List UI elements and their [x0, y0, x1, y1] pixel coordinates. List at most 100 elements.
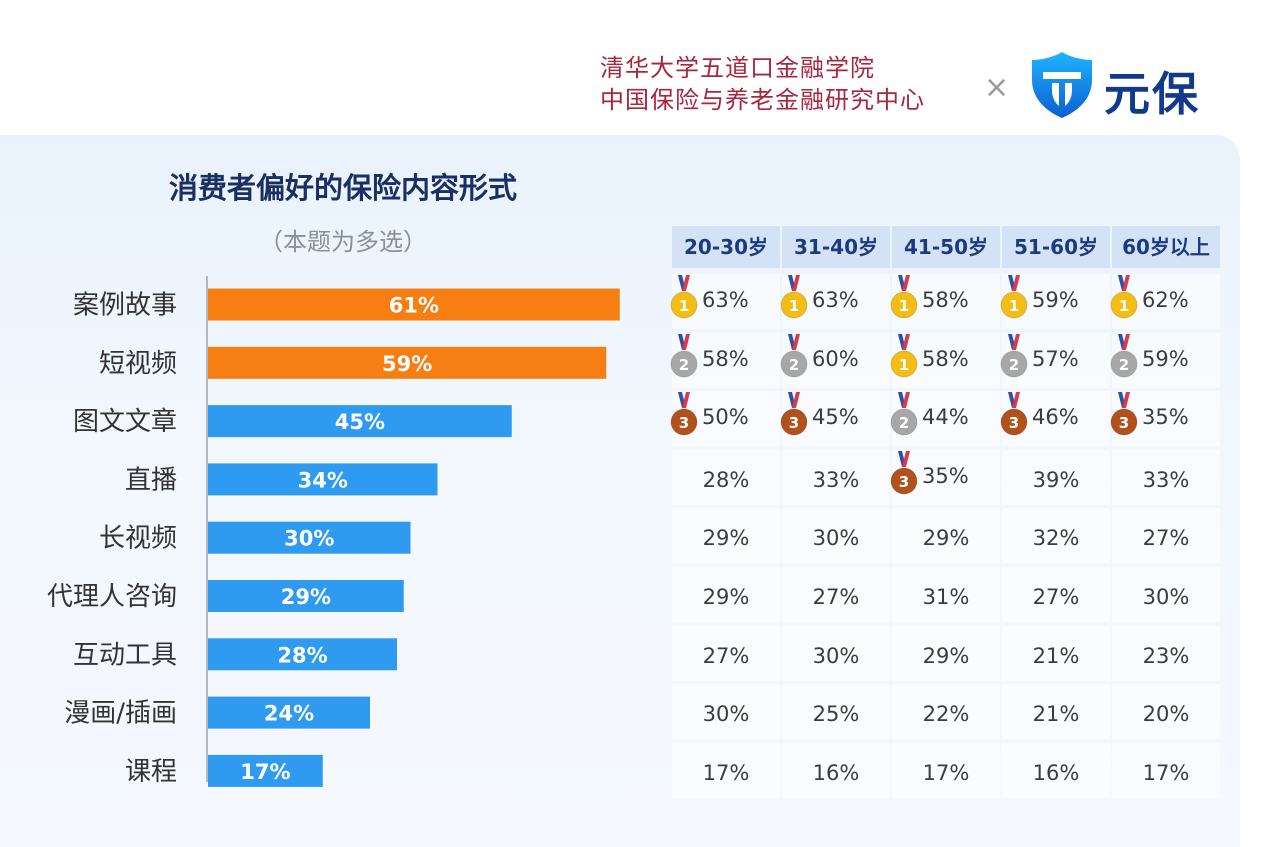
cell-value: 17% — [922, 760, 970, 785]
table-cell: 29% — [672, 567, 780, 622]
cell-value: 46% — [1032, 405, 1079, 430]
table-cell: 1 58% — [890, 332, 1000, 388]
cell-value: 33% — [1142, 467, 1190, 492]
cell-value: 60% — [812, 346, 859, 371]
table-cell: 29% — [672, 508, 780, 564]
cell-value: 30% — [812, 643, 860, 668]
medal-icon: 2 — [890, 392, 918, 436]
cell-value: 58% — [922, 346, 969, 371]
table-cell: 3 35% — [1110, 391, 1220, 447]
svg-text:2: 2 — [899, 414, 909, 432]
table-cell: 2 58% — [670, 332, 780, 388]
svg-text:2: 2 — [1009, 356, 1019, 374]
medal-icon: 2 — [780, 333, 808, 378]
cell-value: 16% — [812, 760, 860, 785]
table-cell: 2 59% — [1110, 332, 1220, 388]
table-cell: 39% — [1002, 449, 1110, 505]
category-label: 图文文章 — [73, 407, 177, 437]
table-cell: 33% — [782, 449, 890, 505]
cell-value: 32% — [1032, 526, 1080, 551]
cell-value: 63% — [812, 288, 859, 312]
table-cell: 30% — [1112, 567, 1220, 622]
svg-text:1: 1 — [1009, 297, 1019, 315]
table-cell: 1 62% — [1110, 274, 1220, 329]
svg-text:1: 1 — [1119, 297, 1129, 315]
bar-value-label: 30% — [284, 527, 334, 551]
table-cell: 2 60% — [780, 332, 890, 388]
table-cell: 20% — [1112, 684, 1220, 740]
medal-icon: 1 — [1110, 275, 1138, 319]
svg-text:1: 1 — [679, 297, 689, 315]
cell-value: 27% — [702, 643, 750, 668]
cell-value: 29% — [702, 585, 750, 609]
svg-text:2: 2 — [1119, 356, 1129, 374]
table-cell: 31% — [892, 567, 1000, 622]
bar — [208, 754, 323, 787]
bar — [208, 405, 512, 438]
category-label: 代理人咨询 — [47, 582, 177, 612]
svg-text:2: 2 — [789, 356, 799, 374]
cell-value: 21% — [1032, 702, 1080, 727]
cell-value: 31% — [922, 585, 970, 609]
column-header: 31-40岁 — [782, 226, 890, 268]
table-cell: 29% — [892, 508, 1000, 564]
chart-subtitle: （本题为多选） — [259, 228, 427, 256]
table-cell: 21% — [1002, 625, 1110, 681]
svg-text:3: 3 — [899, 473, 909, 491]
org-name: 清华大学五道口金融学院 中国保险与养老金融研究中心 — [600, 52, 925, 116]
svg-text:3: 3 — [1009, 414, 1019, 432]
org-line-2: 中国保险与养老金融研究中心 — [600, 86, 925, 114]
svg-text:1: 1 — [899, 356, 909, 374]
table-cell: 27% — [1002, 567, 1110, 622]
bar-value-label: 28% — [277, 643, 327, 667]
medal-icon: 3 — [890, 450, 918, 495]
category-label: 漫画/插画 — [64, 699, 177, 729]
cell-value: 59% — [1142, 346, 1189, 371]
svg-text:2: 2 — [679, 356, 689, 374]
medal-icon: 3 — [670, 392, 698, 436]
medal-icon: 1 — [1000, 275, 1028, 319]
table-cell: 27% — [672, 625, 780, 681]
cell-value: 63% — [702, 288, 749, 312]
cell-value: 29% — [922, 643, 970, 668]
cell-value: 35% — [1142, 405, 1189, 430]
table-cell: 30% — [672, 684, 780, 740]
cell-value: 44% — [922, 405, 969, 430]
bar-value-label: 59% — [382, 352, 432, 376]
svg-text:3: 3 — [679, 414, 689, 432]
medal-icon: 1 — [670, 275, 698, 319]
category-label: 课程 — [125, 757, 177, 787]
bar — [208, 580, 404, 612]
cell-value: 22% — [922, 702, 970, 727]
table-cell: 3 46% — [1000, 391, 1110, 447]
cell-value: 27% — [812, 585, 860, 609]
table-cell: 1 63% — [780, 274, 890, 329]
medal-icon: 2 — [670, 333, 698, 378]
table-cell: 16% — [1002, 742, 1110, 798]
category-label: 直播 — [125, 465, 177, 495]
cell-value: 20% — [1142, 702, 1190, 727]
table-cell: 17% — [892, 742, 1000, 798]
table-cell: 1 58% — [890, 274, 1000, 329]
svg-text:1: 1 — [789, 297, 799, 315]
cell-value: 27% — [1032, 585, 1080, 609]
column-header: 20-30岁 — [672, 226, 780, 268]
chart-title: 消费者偏好的保险内容形式 — [168, 171, 517, 205]
table-cell: 30% — [782, 625, 890, 681]
bar — [208, 346, 607, 379]
brand-name: 元保 — [1104, 67, 1200, 121]
category-label: 案例故事 — [73, 291, 177, 321]
table-cell: 17% — [672, 742, 780, 798]
bar-value-label: 17% — [240, 760, 290, 784]
cell-value: 57% — [1032, 346, 1079, 371]
bar — [208, 288, 620, 321]
cell-value: 27% — [1142, 526, 1190, 551]
cell-value: 23% — [1142, 643, 1190, 668]
cell-value: 25% — [812, 702, 860, 727]
table-cell: 25% — [782, 684, 890, 740]
cell-value: 30% — [1142, 585, 1190, 609]
cell-value: 39% — [1032, 467, 1080, 492]
cell-value: 17% — [702, 760, 750, 785]
medal-icon: 2 — [1000, 333, 1028, 378]
bar — [208, 696, 370, 729]
